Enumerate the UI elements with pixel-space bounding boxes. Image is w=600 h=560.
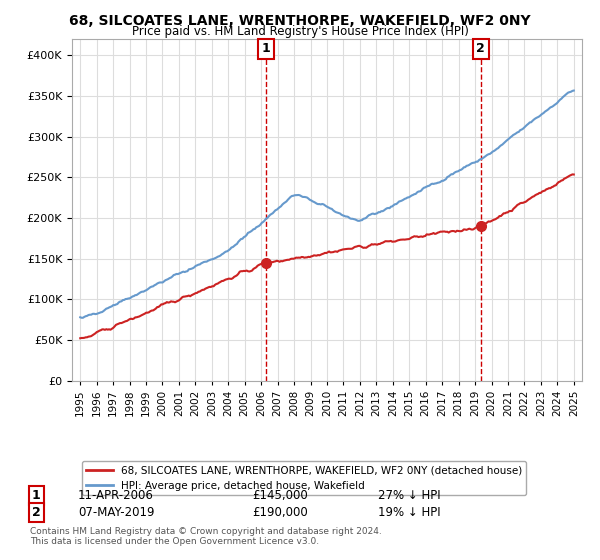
Text: 1: 1 (32, 489, 40, 502)
Text: 1: 1 (261, 43, 270, 55)
Text: 07-MAY-2019: 07-MAY-2019 (78, 506, 155, 519)
Text: 27% ↓ HPI: 27% ↓ HPI (378, 489, 440, 502)
Text: 19% ↓ HPI: 19% ↓ HPI (378, 506, 440, 519)
Legend: 68, SILCOATES LANE, WRENTHORPE, WAKEFIELD, WF2 0NY (detached house), HPI: Averag: 68, SILCOATES LANE, WRENTHORPE, WAKEFIEL… (82, 461, 526, 494)
Text: 11-APR-2006: 11-APR-2006 (78, 489, 154, 502)
Text: Price paid vs. HM Land Registry's House Price Index (HPI): Price paid vs. HM Land Registry's House … (131, 25, 469, 38)
Text: 2: 2 (476, 43, 485, 55)
Text: 68, SILCOATES LANE, WRENTHORPE, WAKEFIELD, WF2 0NY: 68, SILCOATES LANE, WRENTHORPE, WAKEFIEL… (69, 14, 531, 28)
Text: £145,000: £145,000 (252, 489, 308, 502)
Text: £190,000: £190,000 (252, 506, 308, 519)
Text: Contains HM Land Registry data © Crown copyright and database right 2024.
This d: Contains HM Land Registry data © Crown c… (30, 526, 382, 546)
Text: 2: 2 (32, 506, 40, 519)
